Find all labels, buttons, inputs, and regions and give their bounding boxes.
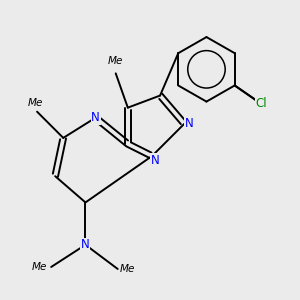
Text: Cl: Cl xyxy=(255,97,267,110)
Text: N: N xyxy=(151,154,160,166)
Text: Me: Me xyxy=(27,98,43,108)
Text: Me: Me xyxy=(108,56,123,66)
Text: N: N xyxy=(81,238,90,251)
Text: N: N xyxy=(185,117,194,130)
Text: Me: Me xyxy=(32,262,47,272)
Text: Me: Me xyxy=(120,264,135,274)
Text: N: N xyxy=(91,111,100,124)
